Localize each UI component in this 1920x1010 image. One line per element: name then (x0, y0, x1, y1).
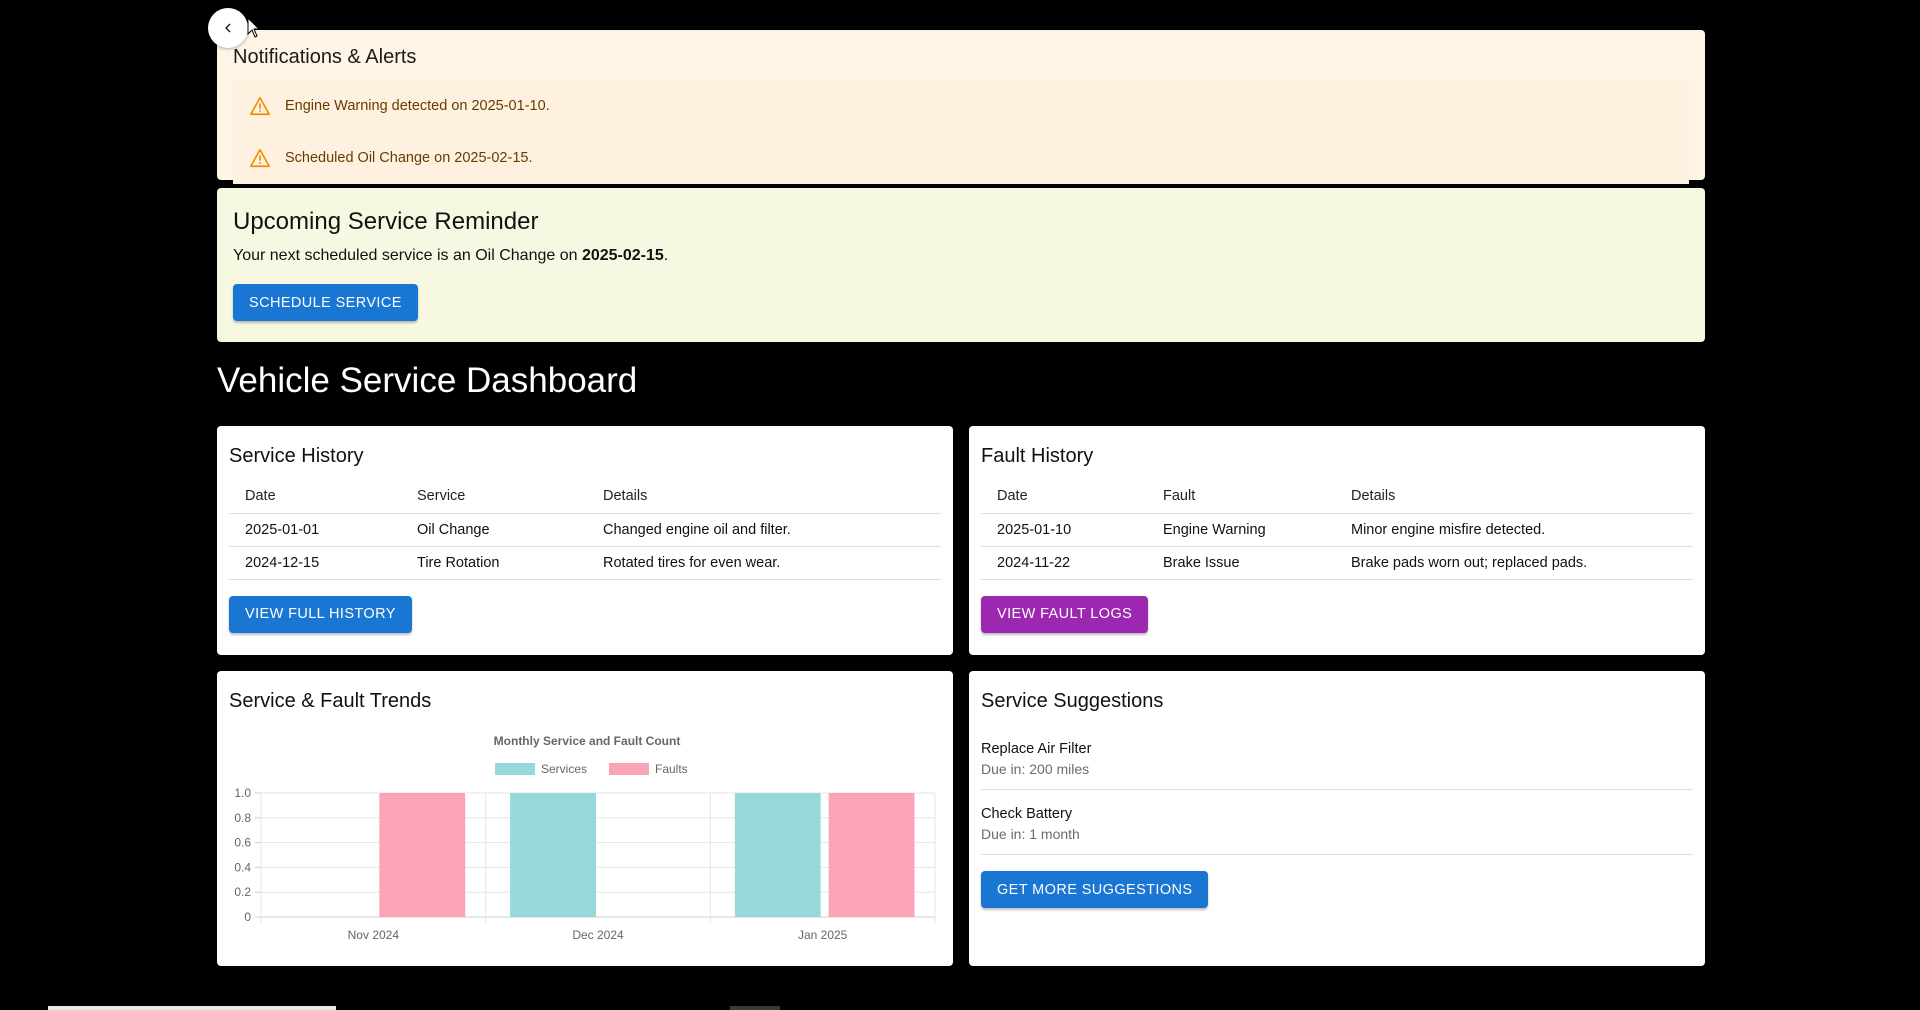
table-header-row: Date Service Details (229, 480, 941, 514)
table-cell: Brake pads worn out; replaced pads. (1335, 546, 1693, 580)
schedule-service-button[interactable]: Schedule Service (233, 284, 418, 321)
fault-history-table: Date Fault Details 2025-01-10 Engine War… (981, 480, 1693, 580)
y-tick-label: 0.6 (234, 836, 251, 850)
table-header-row: Date Fault Details (981, 480, 1693, 514)
column-header: Date (981, 480, 1147, 514)
column-header: Details (587, 480, 941, 514)
suggestion-name: Replace Air Filter (981, 741, 1092, 757)
table-cell: Oil Change (401, 513, 587, 547)
column-header: Fault (1147, 480, 1335, 514)
taskbar-indicator (48, 1006, 336, 1010)
legend-label: Services (541, 762, 587, 776)
card-title: Service Suggestions (981, 690, 1164, 712)
suggestion-name: Check Battery (981, 806, 1073, 822)
column-header: Details (1335, 480, 1693, 514)
bar-chart: Monthly Service and Fault Count Services F… (234, 734, 936, 942)
column-header: Service (401, 480, 587, 514)
x-tick-label: Nov 2024 (348, 928, 400, 942)
legend-label: Faults (655, 762, 688, 776)
page-title: Vehicle Service Dashboard (217, 361, 638, 400)
back-button[interactable] (208, 8, 248, 48)
suggestion-due: Due in: 200 miles (981, 761, 1090, 777)
card-title: Service & Fault Trends (229, 690, 432, 712)
list-item: Replace Air Filter Due in: 200 miles (981, 725, 1693, 790)
table-row: 2025-01-10 Engine Warning Minor engine m… (981, 513, 1693, 547)
table-cell: Engine Warning (1147, 513, 1335, 547)
table-cell: 2025-01-01 (229, 513, 401, 547)
reminder-date: 2025-02-15 (581, 247, 664, 264)
x-tick-label: Jan 2025 (798, 928, 848, 942)
table-cell: Changed engine oil and filter. (587, 513, 941, 547)
warning-icon (250, 148, 270, 168)
table-cell: Brake Issue (1147, 546, 1335, 580)
list-item: Check Battery Due in: 1 month (981, 790, 1693, 855)
service-history-table: Date Service Details 2025-01-01 Oil Chan… (229, 480, 941, 580)
dashboard-grid: Service History Date Service Details 202… (217, 426, 1705, 966)
legend-swatch (609, 763, 649, 775)
warning-icon (250, 96, 270, 116)
view-full-history-button[interactable]: View Full History (229, 595, 412, 633)
notifications-title: Notifications & Alerts (233, 46, 417, 68)
mouse-cursor-icon (247, 17, 261, 38)
bar-services (510, 793, 596, 917)
table-cell: Rotated tires for even wear. (587, 546, 941, 580)
card-title: Service History (229, 445, 364, 467)
taskbar-indicator (730, 1006, 780, 1010)
x-tick-label: Dec 2024 (572, 928, 624, 942)
table-cell: 2025-01-10 (981, 513, 1147, 547)
view-fault-logs-button[interactable]: View Fault Logs (981, 595, 1149, 633)
fault-history-card: Fault History Date Fault Details 2025-01… (969, 426, 1705, 655)
alert-item: Scheduled Oil Change on 2025-02-15. (233, 132, 1689, 184)
main-container: Notifications & Alerts Engine Warning de… (217, 30, 1705, 966)
reminder-text-prefix: Your next scheduled service is an Oil Ch… (233, 247, 582, 264)
suggestion-due: Due in: 1 month (981, 826, 1080, 842)
reminder-title: Upcoming Service Reminder (233, 208, 539, 235)
service-reminder-panel: Upcoming Service Reminder Your next sche… (217, 188, 1705, 342)
table-row: 2024-12-15 Tire Rotation Rotated tires f… (229, 546, 941, 580)
table-row: 2025-01-01 Oil Change Changed engine oil… (229, 513, 941, 547)
y-tick-label: 0 (244, 910, 251, 924)
y-tick-label: 0.8 (234, 811, 251, 825)
trends-card: Service & Fault Trends Monthly Service a… (217, 671, 953, 966)
card-title: Fault History (981, 445, 1094, 467)
bar-services (734, 793, 821, 917)
y-tick-label: 0.2 (234, 885, 251, 899)
table-cell: 2024-12-15 (229, 546, 401, 580)
reminder-text: Your next scheduled service is an Oil Ch… (233, 244, 1689, 268)
chart-title: Monthly Service and Fault Count (494, 734, 681, 748)
bar-faults (379, 793, 466, 917)
alert-text: Engine Warning detected on 2025-01-10. (285, 98, 550, 114)
y-tick-label: 0.4 (234, 860, 251, 874)
table-cell: 2024-11-22 (981, 546, 1147, 580)
notifications-panel: Notifications & Alerts Engine Warning de… (217, 30, 1705, 184)
get-more-suggestions-button[interactable]: Get More Suggestions (981, 871, 1209, 908)
trend-chart: Monthly Service and Fault Count Services F… (229, 725, 941, 965)
bar-faults (828, 793, 915, 917)
table-row: 2024-11-22 Brake Issue Brake pads worn o… (981, 546, 1693, 580)
legend-swatch (495, 763, 535, 775)
y-tick-label: 1.0 (234, 786, 251, 800)
service-history-card: Service History Date Service Details 202… (217, 426, 953, 655)
table-cell: Tire Rotation (401, 546, 587, 580)
reminder-text-suffix: . (663, 247, 669, 264)
column-header: Date (229, 480, 401, 514)
table-cell: Minor engine misfire detected. (1335, 513, 1693, 547)
suggestions-card: Service Suggestions Replace Air Filter D… (969, 671, 1705, 966)
chevron-left-icon (225, 23, 231, 33)
alert-text: Scheduled Oil Change on 2025-02-15. (285, 150, 533, 166)
alert-item: Engine Warning detected on 2025-01-10. (233, 80, 1689, 132)
